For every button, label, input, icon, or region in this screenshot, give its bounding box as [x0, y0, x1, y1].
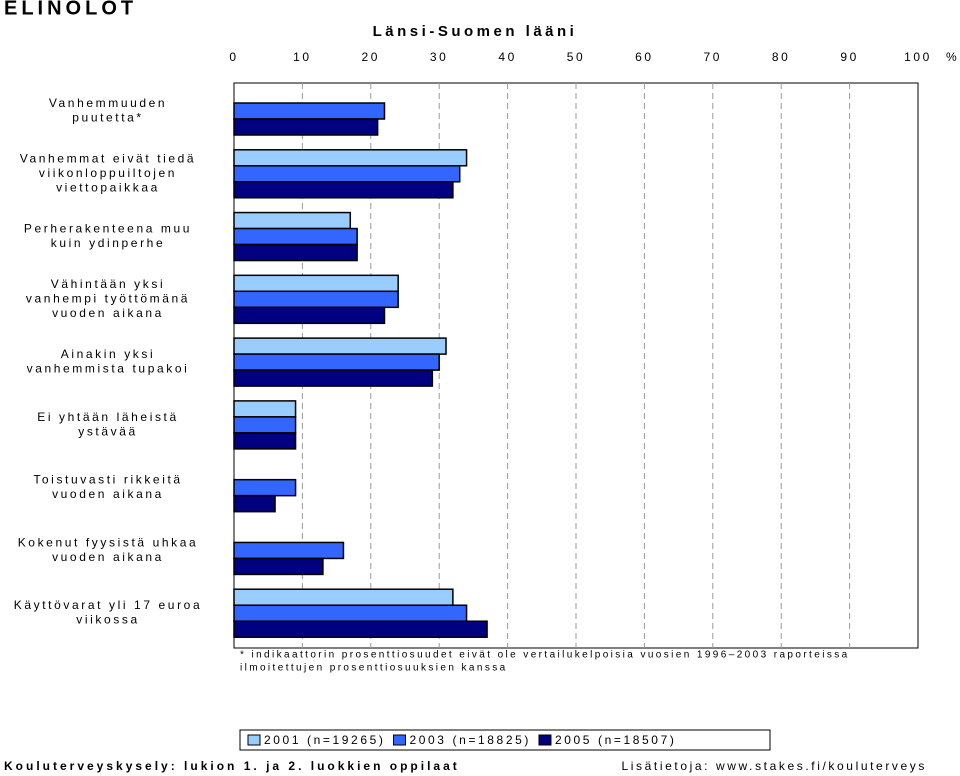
bar [233, 165, 461, 183]
y-tick-label: viikossa [76, 613, 139, 627]
bar [233, 416, 297, 434]
bar [233, 353, 440, 371]
x-tick-label: 70 [704, 50, 723, 64]
legend-swatch [538, 734, 552, 746]
x-tick-label: 20 [362, 50, 381, 64]
y-tick-label: viikonloppuiltojen [39, 166, 177, 180]
bar [233, 290, 399, 309]
x-tick-label: 90 [840, 50, 859, 64]
legend-swatch [247, 734, 261, 746]
bar [233, 369, 434, 387]
x-tick-label: 60 [635, 50, 654, 64]
x-tick-label: 50 [567, 50, 586, 64]
bar [233, 400, 297, 418]
x-tick-label: 10 [293, 50, 312, 64]
footer-right: Lisätietoja: www.stakes.fi/kouluterveys [622, 759, 928, 773]
chart-subtitle: Länsi-Suomen lääni [373, 23, 578, 40]
y-tick-label: viettopaikkaa [56, 180, 160, 194]
y-tick-label: ystävää [78, 424, 138, 438]
bar [233, 243, 358, 262]
footer-left: Kouluterveyskysely: lukion 1. ja 2. luok… [4, 759, 460, 773]
legend-swatch [392, 734, 406, 746]
chart-title: ELINOLOT [4, 0, 137, 19]
y-tick-label: Käyttövarat yli 17 euroa [14, 598, 202, 612]
x-tick-label: 100 [904, 50, 932, 64]
y-tick-label: Kokenut fyysistä uhkaa [18, 535, 199, 549]
bar [233, 337, 447, 355]
x-tick-label: 40 [498, 50, 517, 64]
bar [233, 118, 379, 136]
bar [233, 306, 386, 325]
bar [233, 620, 488, 638]
x-tick-label: 80 [772, 50, 791, 64]
axis-unit: % [946, 50, 959, 64]
bar [233, 211, 352, 230]
bar [233, 588, 454, 606]
legend-label: 2005 (n=18507) [555, 733, 676, 747]
bar [233, 102, 386, 120]
legend-label: 2001 (n=19265) [264, 733, 385, 747]
bar [233, 478, 297, 497]
legend-label: 2003 (n=18825) [409, 733, 530, 747]
bar [233, 541, 345, 560]
legend-box [239, 729, 771, 751]
y-tick-label: vuoden aikana [52, 550, 164, 564]
y-tick-label: vuoden aikana [52, 487, 164, 501]
y-tick-label: puutetta* [72, 110, 143, 124]
x-tick-label: 0 [229, 50, 238, 64]
bar [233, 432, 297, 450]
y-tick-label: Vanhemmat eivät tiedä [20, 151, 196, 165]
y-tick-label: vanhempi työttömänä [26, 292, 190, 306]
bar [233, 181, 454, 199]
y-tick-label: Vähintään yksi [51, 277, 165, 291]
x-tick-label: 30 [430, 50, 449, 64]
y-tick-label: vuoden aikana [52, 306, 164, 320]
bar [233, 149, 468, 167]
bar [233, 494, 276, 513]
bar [233, 227, 358, 246]
y-tick-label: Vanhemmuuden [49, 96, 167, 110]
y-tick-label: Toistuvasti rikkeitä [33, 473, 182, 487]
y-tick-label: vanhemmista tupakoi [27, 362, 190, 376]
bar [233, 274, 399, 293]
y-tick-label: kuin ydinperhe [51, 236, 165, 250]
bar [233, 557, 324, 576]
y-tick-label: Ainakin yksi [61, 347, 156, 361]
annotation: * indikaattorin prosenttiosuudet eivät o… [240, 650, 850, 661]
bar [233, 604, 468, 622]
y-tick-label: Perherakenteena muu [24, 221, 192, 235]
annotation: ilmoitettujen prosenttiosuuksien kanssa [240, 663, 508, 674]
y-tick-label: Ei yhtään läheistä [37, 410, 179, 424]
